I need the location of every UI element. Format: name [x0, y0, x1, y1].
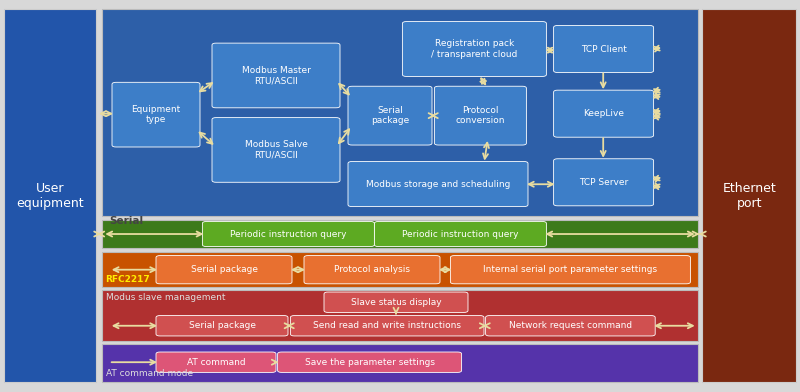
- Text: Save the parameter settings: Save the parameter settings: [305, 358, 434, 367]
- Text: Registration pack
/ transparent cloud: Registration pack / transparent cloud: [431, 39, 518, 59]
- Text: TCP Server: TCP Server: [579, 178, 628, 187]
- FancyBboxPatch shape: [554, 25, 654, 73]
- Text: Send read and write instructions: Send read and write instructions: [314, 321, 461, 330]
- Text: KeepLive: KeepLive: [583, 109, 624, 118]
- Text: Serial
package: Serial package: [371, 106, 409, 125]
- FancyBboxPatch shape: [374, 221, 546, 247]
- FancyBboxPatch shape: [402, 22, 546, 76]
- Text: Equipment
type: Equipment type: [131, 105, 181, 124]
- Text: Ethernet
port: Ethernet port: [722, 181, 776, 210]
- Text: Serial package: Serial package: [190, 265, 258, 274]
- Text: Modbus storage and scheduling: Modbus storage and scheduling: [366, 180, 510, 189]
- FancyBboxPatch shape: [450, 256, 690, 284]
- Bar: [702, 9, 796, 382]
- FancyBboxPatch shape: [278, 352, 462, 372]
- Text: Serial: Serial: [110, 216, 143, 227]
- Text: Modus slave management: Modus slave management: [106, 293, 225, 302]
- FancyBboxPatch shape: [554, 159, 654, 206]
- FancyBboxPatch shape: [348, 162, 528, 207]
- Text: Network request command: Network request command: [509, 321, 632, 330]
- FancyBboxPatch shape: [212, 118, 340, 182]
- FancyBboxPatch shape: [202, 221, 374, 247]
- FancyBboxPatch shape: [554, 90, 654, 137]
- FancyBboxPatch shape: [156, 352, 276, 372]
- Text: RFC2217: RFC2217: [106, 275, 150, 284]
- Text: Periodic instruction query: Periodic instruction query: [230, 230, 346, 238]
- Text: Protocol analysis: Protocol analysis: [334, 265, 410, 274]
- FancyBboxPatch shape: [304, 256, 440, 284]
- Bar: [102, 9, 698, 216]
- Bar: [102, 290, 698, 341]
- Text: Modbus Salve
RTU/ASCII: Modbus Salve RTU/ASCII: [245, 140, 307, 160]
- FancyBboxPatch shape: [434, 86, 526, 145]
- FancyBboxPatch shape: [156, 316, 288, 336]
- FancyBboxPatch shape: [212, 43, 340, 108]
- FancyBboxPatch shape: [324, 292, 468, 312]
- Bar: [102, 220, 698, 248]
- Text: User
equipment: User equipment: [16, 181, 84, 210]
- Text: Internal serial port parameter settings: Internal serial port parameter settings: [483, 265, 658, 274]
- Bar: [102, 344, 698, 382]
- Bar: [102, 252, 698, 287]
- Text: Serial package: Serial package: [189, 321, 255, 330]
- Text: Periodic instruction query: Periodic instruction query: [402, 230, 518, 238]
- FancyBboxPatch shape: [290, 316, 484, 336]
- FancyBboxPatch shape: [486, 316, 655, 336]
- Bar: [4, 9, 96, 382]
- Text: AT command mode: AT command mode: [106, 369, 193, 378]
- Text: TCP Client: TCP Client: [581, 45, 626, 53]
- Text: Modbus Master
RTU/ASCII: Modbus Master RTU/ASCII: [242, 66, 310, 85]
- FancyBboxPatch shape: [112, 82, 200, 147]
- Text: AT command: AT command: [186, 358, 246, 367]
- Text: Protocol
conversion: Protocol conversion: [456, 106, 505, 125]
- Text: Slave status display: Slave status display: [350, 298, 442, 307]
- FancyBboxPatch shape: [348, 86, 432, 145]
- FancyBboxPatch shape: [156, 256, 292, 284]
